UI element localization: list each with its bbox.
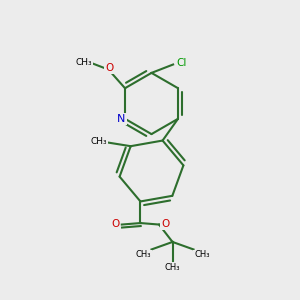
Text: O: O bbox=[111, 219, 119, 229]
Text: O: O bbox=[105, 63, 113, 74]
Text: CH₃: CH₃ bbox=[91, 137, 107, 146]
Text: CH₃: CH₃ bbox=[76, 58, 92, 67]
Text: O: O bbox=[161, 219, 169, 229]
Text: CH₃: CH₃ bbox=[194, 250, 210, 259]
Text: CH₃: CH₃ bbox=[165, 263, 180, 272]
Text: CH₃: CH₃ bbox=[135, 250, 151, 259]
Text: Cl: Cl bbox=[176, 58, 187, 68]
Text: N: N bbox=[117, 114, 126, 124]
